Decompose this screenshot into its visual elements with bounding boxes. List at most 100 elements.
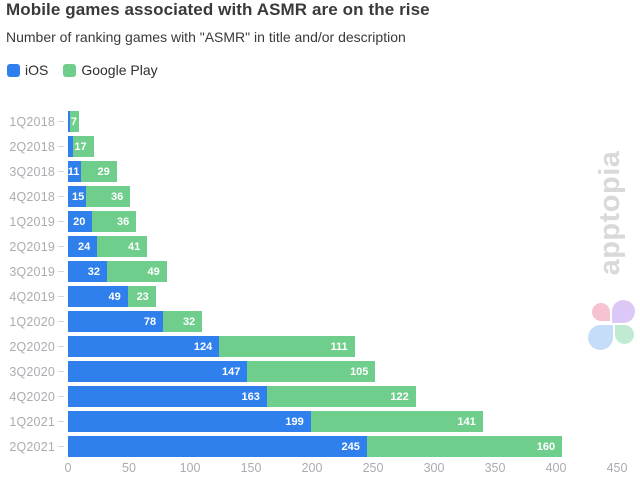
bar-segment-ios: 199 xyxy=(68,411,311,432)
value-label: 49 xyxy=(108,290,121,303)
chart-row: 4Q2019 49 23 xyxy=(0,284,640,309)
bar-segment-ios: 78 xyxy=(68,311,164,332)
value-label: 15 xyxy=(72,190,85,203)
watermark-text: apptopia xyxy=(594,150,626,276)
row-label: 4Q2020 xyxy=(9,389,55,404)
value-label: 105 xyxy=(350,365,369,378)
x-tick-label: 0 xyxy=(64,461,72,475)
bar-segment-googleplay: 105 xyxy=(247,361,376,382)
petal-purple-icon xyxy=(612,300,635,323)
value-label: 11 xyxy=(67,165,80,178)
bar-segment-ios: 32 xyxy=(68,261,108,282)
chart-row: 3Q2020 147 105 xyxy=(0,359,640,384)
y-tick-dash xyxy=(58,321,64,322)
chart-row: 4Q2020 163 122 xyxy=(0,384,640,409)
value-label: 111 xyxy=(330,340,348,353)
x-tick-label: 350 xyxy=(484,461,506,475)
chart-row: 1Q2021 199 141 xyxy=(0,409,640,434)
chart-row: 1Q2019 20 36 xyxy=(0,209,640,234)
legend-label-googleplay: Google Play xyxy=(81,62,158,78)
chart-rows: 1Q2018 7 2Q2018 17 3Q2018 11 29 4Q2018 15 36 1Q201… xyxy=(0,109,640,459)
row-label: 3Q2018 xyxy=(9,164,55,179)
bar-segment-googleplay: 17 xyxy=(72,136,94,157)
value-label: 36 xyxy=(117,215,130,228)
chart-row: 3Q2019 32 49 xyxy=(0,259,640,284)
value-label: 163 xyxy=(241,390,260,403)
legend-item-ios: iOS xyxy=(7,62,48,78)
chart-row: 1Q2020 78 32 xyxy=(0,309,640,334)
y-tick-dash xyxy=(58,446,64,447)
y-tick-dash xyxy=(58,121,64,122)
y-tick-dash xyxy=(58,371,64,372)
value-label: 17 xyxy=(74,140,87,153)
y-tick-dash xyxy=(58,396,64,397)
value-label: 199 xyxy=(285,415,304,428)
row-label: 2Q2018 xyxy=(9,139,55,154)
bar-segment-googleplay: 41 xyxy=(97,236,148,257)
y-tick-dash xyxy=(58,171,64,172)
bar-segment-googleplay: 23 xyxy=(127,286,156,307)
value-label: 29 xyxy=(97,165,110,178)
x-tick-label: 300 xyxy=(423,461,445,475)
row-label: 4Q2019 xyxy=(9,289,55,304)
value-label: 147 xyxy=(221,365,241,378)
bar-track: 24 41 xyxy=(68,236,617,257)
row-label: 3Q2019 xyxy=(9,264,55,279)
x-tick-label: 200 xyxy=(301,461,323,475)
x-tick-label: 150 xyxy=(240,461,262,475)
value-label: 124 xyxy=(193,340,213,353)
petal-green-icon xyxy=(615,325,634,344)
bar-track: 11 29 xyxy=(68,161,617,182)
chart-row: 2Q2019 24 41 xyxy=(0,234,640,259)
value-label: 7 xyxy=(70,115,77,128)
value-label: 245 xyxy=(341,440,360,453)
bar-segment-googleplay: 111 xyxy=(219,336,355,357)
value-label: 49 xyxy=(147,265,160,278)
row-label: 1Q2019 xyxy=(9,214,55,229)
y-tick-dash xyxy=(58,296,64,297)
value-label: 36 xyxy=(110,190,124,203)
bar-segment-googleplay: 32 xyxy=(163,311,203,332)
x-tick-label: 400 xyxy=(545,461,567,475)
value-label: 32 xyxy=(182,315,196,328)
bar-segment-googleplay: 29 xyxy=(81,161,117,182)
chart-subtitle: Number of ranking games with "ASMR" in t… xyxy=(6,29,406,45)
bar-track: 199 141 xyxy=(68,411,617,432)
value-label: 141 xyxy=(457,415,476,428)
bar-segment-googleplay: 36 xyxy=(86,186,131,207)
bar-segment-googleplay: 160 xyxy=(366,436,563,457)
bar-track: 147 105 xyxy=(68,361,617,382)
bar-segment-ios: 49 xyxy=(68,286,128,307)
petal-blue-icon xyxy=(588,325,613,350)
row-label: 1Q2018 xyxy=(9,114,55,129)
bar-segment-googleplay: 122 xyxy=(266,386,416,407)
bar-segment-ios: 15 xyxy=(68,186,87,207)
value-label: 160 xyxy=(536,440,556,453)
row-label: 2Q2021 xyxy=(9,439,55,454)
legend: iOS Google Play xyxy=(7,62,158,78)
value-label: 41 xyxy=(128,240,141,253)
bar-segment-ios: 20 xyxy=(68,211,93,232)
y-tick-dash xyxy=(58,346,64,347)
x-tick-label: 250 xyxy=(362,461,384,475)
legend-label-ios: iOS xyxy=(25,62,49,78)
bar-segment-googleplay: 141 xyxy=(310,411,483,432)
y-tick-dash xyxy=(58,221,64,222)
bar-segment-googleplay: 49 xyxy=(107,261,167,282)
chart-title: Mobile games associated with ASMR are on… xyxy=(6,0,430,19)
chart-row: 2Q2018 17 xyxy=(0,134,640,159)
bar-segment-ios: 147 xyxy=(68,361,248,382)
bar-segment-ios: 11 xyxy=(67,161,82,182)
chart-row: 2Q2021 245 160 xyxy=(0,434,640,459)
x-tick-label: 100 xyxy=(179,461,201,475)
bar-segment-googleplay: 36 xyxy=(92,211,137,232)
bar-track: 78 32 xyxy=(68,311,617,332)
value-label: 78 xyxy=(143,315,157,328)
x-tick-label: 50 xyxy=(122,461,136,475)
bar-track: 49 23 xyxy=(68,286,617,307)
y-tick-dash xyxy=(58,421,64,422)
ios-swatch-icon xyxy=(7,63,20,77)
value-label: 20 xyxy=(73,215,86,228)
bar-track: 20 36 xyxy=(68,211,617,232)
value-label: 24 xyxy=(78,240,91,253)
